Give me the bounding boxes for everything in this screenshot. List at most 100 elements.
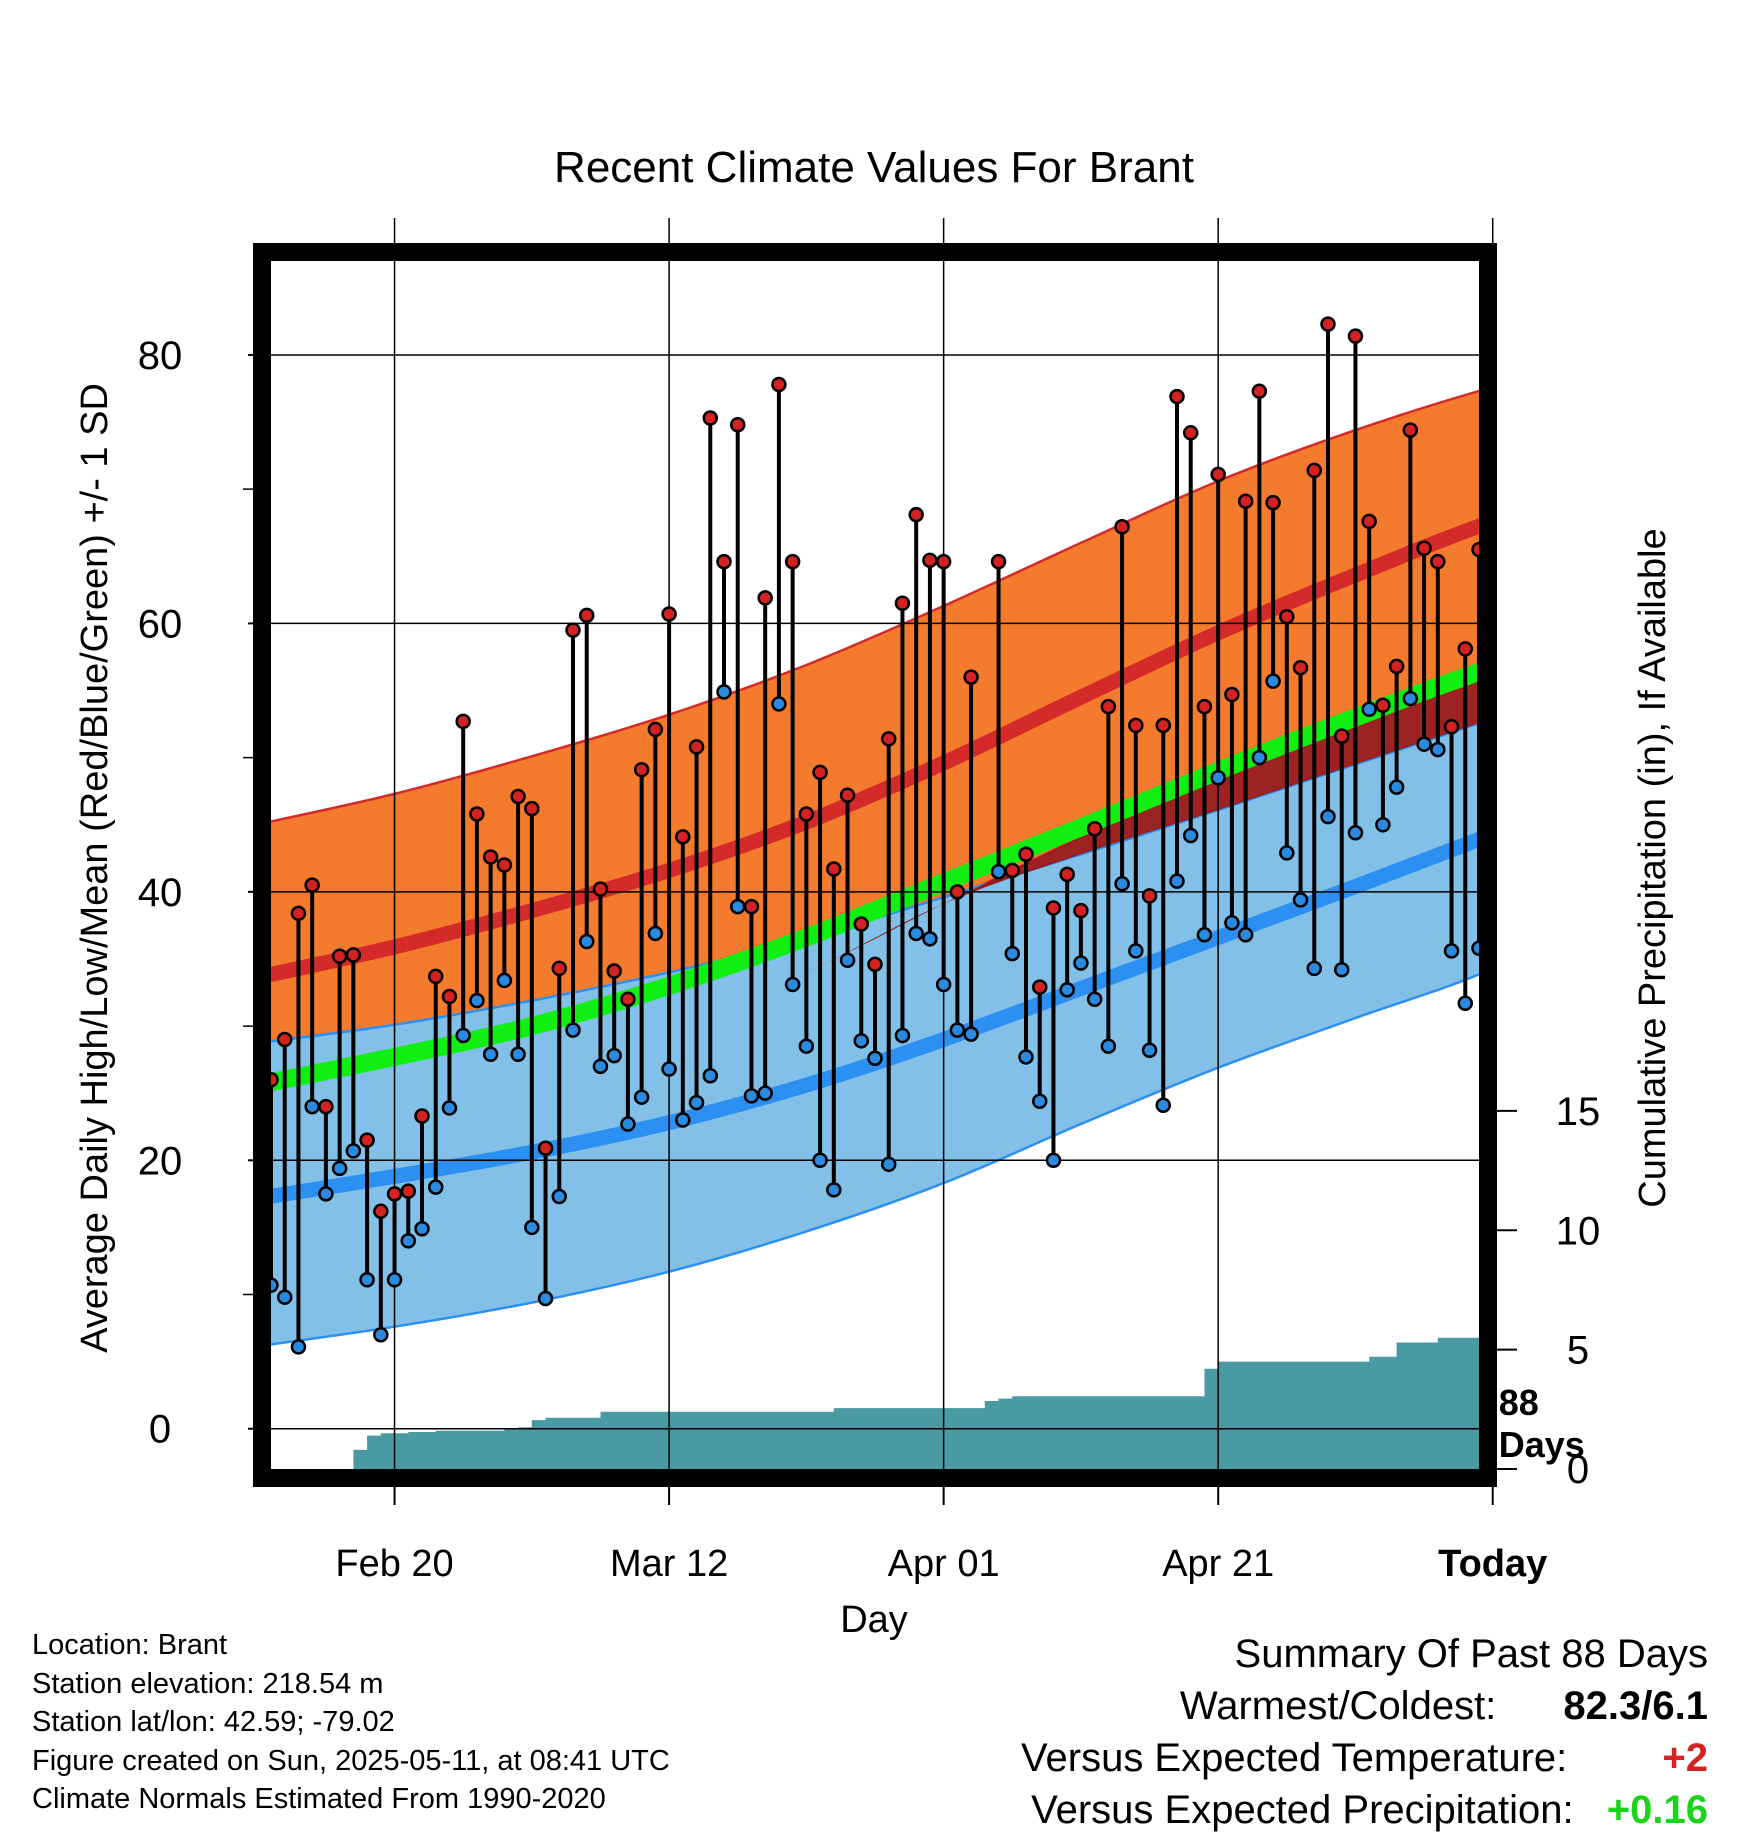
daily-high-point [633, 761, 650, 778]
daily-low-point [373, 1327, 389, 1343]
x-tick-label: Mar 12 [610, 1543, 728, 1585]
daily-low-point [359, 1271, 375, 1288]
daily-low-point [935, 976, 952, 993]
y-tick-label: 20 [138, 1139, 183, 1183]
daily-high-point [826, 861, 842, 877]
y2-tick-label: 10 [1556, 1209, 1601, 1253]
x-tick-label: Apr 21 [1162, 1543, 1274, 1585]
daily-high-point [1114, 519, 1130, 535]
daily-low-point [990, 863, 1007, 880]
daily-low-point [1279, 845, 1295, 861]
summary-label: Versus Expected Precipitation: [1031, 1788, 1574, 1832]
daily-high-point [482, 849, 499, 865]
daily-low-point [1114, 876, 1130, 892]
daily-low-point [510, 1046, 526, 1063]
daily-low-point [839, 952, 856, 969]
daily-high-point [1430, 553, 1446, 570]
daily-low-point [1100, 1038, 1117, 1054]
daily-high-point [1375, 697, 1391, 714]
daily-high-point [812, 764, 828, 781]
daily-low-point [894, 1027, 911, 1044]
summary-row-temperature: Versus Expected Temperature: +2 [1021, 1732, 1708, 1784]
daily-low-point [304, 1098, 320, 1115]
today-days-number: 88 [1499, 1382, 1539, 1423]
daily-high-point [647, 721, 664, 738]
daily-high-point [510, 788, 526, 805]
daily-high-point [990, 553, 1007, 570]
daily-high-point [606, 963, 622, 979]
axes: 0 20 40 60 80 Feb 20 Mar 12 Apr 01 Apr 21 Today 0 5… [138, 334, 1601, 1585]
daily-low-point [853, 1033, 870, 1049]
daily-low-point [1155, 1097, 1172, 1114]
daily-low-point [1388, 779, 1405, 795]
daily-high-point [1320, 316, 1336, 332]
daily-low-point [1251, 749, 1268, 766]
footer-latlon: Station lat/lon: 42.59; -79.02 [32, 1706, 395, 1738]
daily-low-point [290, 1339, 307, 1355]
daily-low-point [620, 1116, 636, 1132]
daily-high-point [894, 595, 911, 612]
daily-high-point [908, 506, 924, 523]
daily-high-point [702, 410, 719, 426]
daily-high-point [1402, 422, 1419, 438]
daily-low-point [729, 898, 746, 915]
daily-high-point [949, 884, 966, 900]
daily-high-point [400, 1183, 417, 1199]
precipitation-area [271, 1337, 1488, 1469]
daily-high-point [1059, 866, 1075, 883]
daily-low-point [1237, 927, 1254, 943]
daily-low-point [1457, 995, 1474, 1011]
daily-high-point [386, 1186, 403, 1202]
daily-low-point [1320, 808, 1336, 825]
daily-high-point [1279, 608, 1295, 625]
daily-low-point [1128, 943, 1144, 959]
daily-high-point [565, 622, 581, 638]
daily-low-point [1031, 1093, 1048, 1109]
summary-value: +2 [1662, 1736, 1708, 1780]
daily-low-point [482, 1046, 499, 1063]
summary-label: Warmest/Coldest: [1179, 1684, 1497, 1728]
daily-low-point [784, 976, 801, 993]
daily-low-point [1402, 690, 1419, 707]
y-tick-label: 0 [149, 1408, 171, 1452]
daily-high-point [1224, 686, 1240, 703]
daily-high-point [1196, 698, 1213, 715]
summary-value: 82.3/6.1 [1563, 1684, 1708, 1728]
daily-high-point [524, 800, 540, 817]
footer-location: Location: Brant [32, 1629, 228, 1661]
daily-high-point [675, 829, 691, 845]
daily-high-point [880, 731, 897, 747]
plot-frame [253, 243, 1497, 1487]
daily-low-point [1073, 955, 1089, 971]
daily-low-point [1443, 943, 1460, 959]
daily-high-point [1210, 466, 1226, 483]
daily-low-point [1333, 961, 1350, 978]
daily-low-point [318, 1186, 334, 1202]
daily-low-point [757, 1085, 773, 1101]
daily-low-point [922, 931, 938, 947]
daily-low-point [1306, 960, 1323, 977]
daily-high-point [551, 960, 568, 977]
daily-low-point [537, 1290, 554, 1307]
y2-axis-label: Cumulative Precipitation (in), If Availa… [1632, 528, 1674, 1207]
daily-high-point [661, 606, 677, 622]
daily-low-point [1265, 673, 1281, 689]
daily-low-point [1361, 701, 1377, 718]
daily-high-point [1292, 659, 1309, 676]
daily-high-point [345, 947, 362, 963]
summary-value: +0.16 [1606, 1788, 1708, 1832]
daily-high-point [1073, 902, 1089, 919]
daily-high-point [1018, 846, 1034, 863]
daily-low-point [743, 1088, 760, 1104]
y2-tick-label: 0 [1567, 1448, 1589, 1492]
daily-low-point [606, 1047, 622, 1064]
daily-high-point [276, 1031, 293, 1048]
daily-high-point [867, 956, 883, 973]
daily-low-point [647, 925, 664, 942]
daily-high-point [1100, 698, 1117, 715]
daily-low-point [1045, 1152, 1062, 1169]
daily-high-point [1086, 821, 1103, 837]
daily-low-point [414, 1220, 430, 1237]
y2-tick-label: 5 [1567, 1329, 1589, 1373]
